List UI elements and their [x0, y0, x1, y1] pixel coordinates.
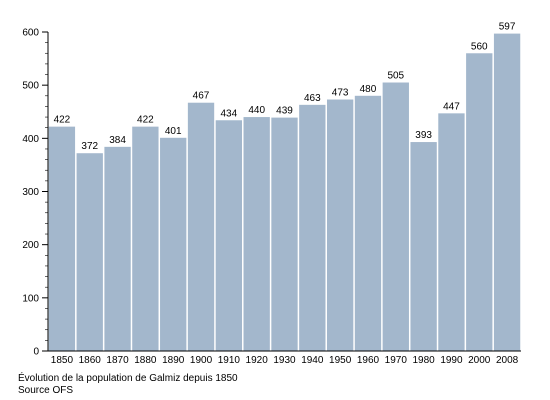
- x-tick-label-1950: 1950: [329, 355, 352, 366]
- y-axis: 0 100 200 300 400 500 600: [22, 28, 49, 358]
- caption-title: Évolution de la population de Galmiz dep…: [18, 373, 238, 384]
- x-tick-label-2008: 2008: [496, 355, 519, 366]
- bar-1910: [215, 120, 243, 351]
- bar-1990: [438, 113, 465, 351]
- bar-1850: [48, 126, 76, 352]
- bars: [48, 33, 521, 352]
- bar-1970: [382, 82, 409, 351]
- bar-1960: [354, 95, 382, 351]
- y-tick-label-0: 0: [33, 347, 39, 358]
- x-tick-label-1860: 1860: [79, 355, 102, 366]
- bar-1950: [326, 99, 354, 351]
- caption-source: Source OFS: [18, 385, 74, 396]
- value-label-2000: 560: [471, 41, 488, 52]
- value-label-1860: 372: [81, 141, 98, 152]
- value-label-1910: 434: [221, 108, 238, 119]
- x-tick-label-1960: 1960: [357, 355, 380, 366]
- y-tick-label-200: 200: [22, 240, 39, 251]
- x-tick-label-1880: 1880: [134, 355, 157, 366]
- bar-1860: [76, 153, 103, 351]
- bar-1870: [104, 146, 131, 351]
- x-tick-label-1970: 1970: [385, 355, 408, 366]
- y-tick-label-600: 600: [22, 28, 39, 39]
- x-axis: 1850 1860 1870 1880 1890 1900 1910 1920 1930 1940…: [48, 350, 521, 366]
- bar-1890: [160, 137, 187, 351]
- y-tick-label-100: 100: [22, 293, 39, 304]
- y-tick-label-300: 300: [22, 187, 39, 198]
- value-label-1980: 393: [415, 130, 432, 141]
- value-label-1940: 463: [304, 93, 321, 104]
- x-tick-label-1940: 1940: [301, 355, 324, 366]
- value-label-1990: 447: [443, 101, 460, 112]
- bar-2000: [466, 53, 493, 352]
- value-label-1960: 480: [360, 84, 377, 95]
- value-label-1870: 384: [109, 135, 126, 146]
- value-label-1920: 440: [248, 105, 265, 116]
- x-tick-label-1900: 1900: [190, 355, 213, 366]
- x-tick-label-1910: 1910: [218, 355, 241, 366]
- bar-1980: [410, 142, 437, 351]
- value-labels: 422 372 384 422 401 467 434 440 439 463 473 480 505 3…: [54, 22, 516, 153]
- y-tick-label-500: 500: [22, 81, 39, 92]
- y-tick-label-400: 400: [22, 134, 39, 145]
- x-tick-label-1870: 1870: [106, 355, 129, 366]
- x-tick-label-1920: 1920: [246, 355, 269, 366]
- bar-1900: [187, 102, 215, 351]
- bar-2008: [493, 33, 521, 351]
- bar-1920: [243, 117, 270, 351]
- x-tick-label-2000: 2000: [468, 355, 491, 366]
- x-tick-label-1930: 1930: [273, 355, 296, 366]
- value-label-2008: 597: [499, 22, 516, 33]
- x-tick-label-1850: 1850: [51, 355, 74, 366]
- value-label-1850: 422: [54, 115, 71, 126]
- value-label-1900: 467: [193, 91, 210, 102]
- bar-1940: [299, 104, 326, 351]
- value-label-1880: 422: [137, 115, 154, 126]
- bar-1880: [132, 126, 159, 352]
- value-label-1930: 439: [276, 106, 293, 117]
- x-tick-label-1990: 1990: [440, 355, 463, 366]
- bar-1930: [271, 117, 298, 352]
- value-label-1970: 505: [387, 71, 404, 82]
- value-label-1890: 401: [165, 126, 182, 137]
- value-label-1950: 473: [332, 88, 349, 99]
- x-tick-label-1980: 1980: [412, 355, 435, 366]
- x-tick-label-1890: 1890: [162, 355, 185, 366]
